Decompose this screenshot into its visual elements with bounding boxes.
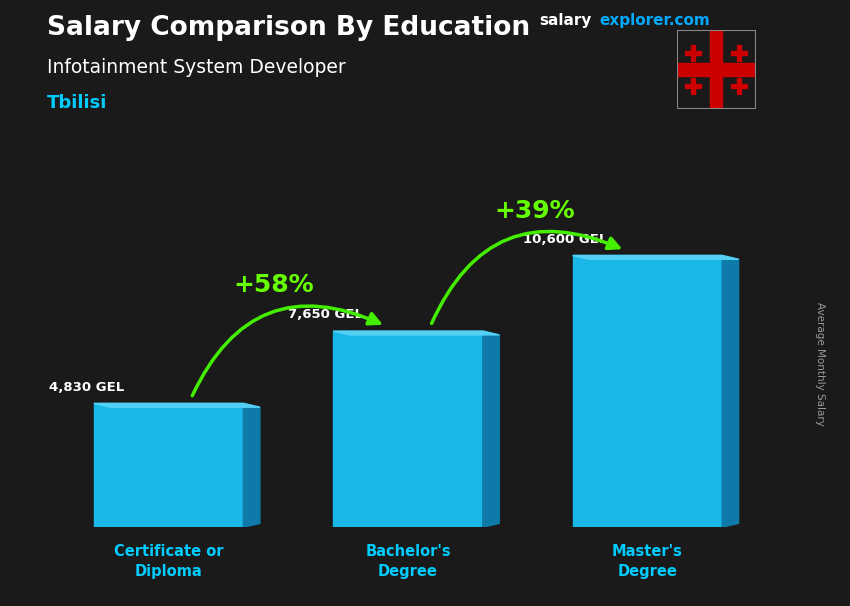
Polygon shape: [483, 331, 499, 527]
Polygon shape: [722, 256, 739, 527]
Bar: [677, 64, 756, 76]
Text: 4,830 GEL: 4,830 GEL: [48, 381, 124, 394]
Polygon shape: [333, 331, 499, 335]
Polygon shape: [573, 256, 739, 259]
Bar: [685, 51, 701, 55]
Bar: [685, 84, 701, 88]
Text: salary: salary: [540, 13, 592, 28]
Polygon shape: [243, 404, 260, 527]
Text: Infotainment System Developer: Infotainment System Developer: [47, 58, 345, 76]
FancyArrowPatch shape: [432, 231, 619, 324]
Bar: [731, 84, 747, 88]
Bar: [94, 404, 243, 527]
Bar: [710, 30, 722, 109]
Bar: [731, 51, 747, 55]
Text: Salary Comparison By Education: Salary Comparison By Education: [47, 15, 530, 41]
Text: +39%: +39%: [495, 199, 575, 223]
Bar: [691, 45, 695, 61]
Polygon shape: [94, 404, 260, 407]
FancyArrowPatch shape: [192, 306, 379, 396]
Text: Average Monthly Salary: Average Monthly Salary: [815, 302, 825, 425]
Text: 10,600 GEL: 10,600 GEL: [523, 233, 607, 245]
Bar: [737, 45, 741, 61]
Bar: [691, 78, 695, 94]
Text: +58%: +58%: [233, 273, 314, 297]
Bar: [737, 78, 741, 94]
Text: explorer.com: explorer.com: [599, 13, 710, 28]
Text: 7,650 GEL: 7,650 GEL: [288, 308, 363, 321]
Bar: [573, 256, 722, 527]
Bar: [333, 331, 483, 527]
Text: Tbilisi: Tbilisi: [47, 94, 107, 112]
